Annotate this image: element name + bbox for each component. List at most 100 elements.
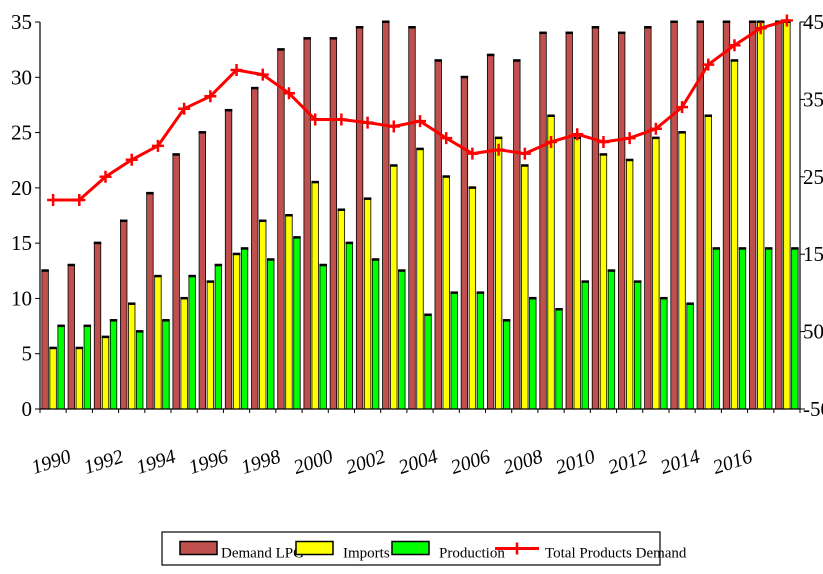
bar-demand-lpg <box>120 220 128 410</box>
y-left-tick-label: 0 <box>22 397 33 421</box>
bar-demand-lpg <box>93 242 102 410</box>
x-tick-label: 1990 <box>29 446 74 479</box>
bar-production <box>319 264 327 410</box>
bar-cap-imports <box>154 274 162 278</box>
bar-cap-production <box>555 307 563 311</box>
point-total-products-demand <box>728 39 741 52</box>
bar-cap-imports <box>756 20 765 23</box>
bar-cap-demand-lpg <box>224 108 233 112</box>
bar-cap-demand-lpg <box>251 86 259 90</box>
bar-cap-production <box>424 313 432 317</box>
bar-cap-imports <box>285 214 293 217</box>
bar-demand-lpg <box>775 21 783 410</box>
point-total-products-demand <box>178 102 191 115</box>
bar-production <box>83 325 91 410</box>
bar-cap-imports <box>678 131 686 134</box>
bar-cap-imports <box>390 164 398 167</box>
point-total-products-demand <box>571 128 584 141</box>
bar-cap-production <box>660 296 668 300</box>
bar-demand-lpg <box>670 21 678 410</box>
bar-cap-production <box>135 330 144 333</box>
y-left-tick-label: 5 <box>22 342 33 366</box>
bar-cap-demand-lpg <box>644 26 652 29</box>
bar-cap-demand-lpg <box>198 131 207 134</box>
legend-label: Total Products Demand <box>545 546 687 562</box>
x-tick-label: 2016 <box>710 446 755 479</box>
bar-demand-lpg <box>224 110 233 410</box>
bar-cap-demand-lpg <box>460 75 469 79</box>
bar-cap-demand-lpg <box>696 20 705 23</box>
bar-cap-production <box>712 247 721 250</box>
bar-cap-imports <box>416 147 424 151</box>
bar-imports <box>49 347 57 410</box>
bar-production <box>162 320 170 410</box>
bar-production <box>214 264 222 410</box>
bar-production <box>293 237 301 410</box>
y-left-tick-label: 25 <box>11 121 32 145</box>
bar-cap-demand-lpg <box>382 20 390 23</box>
bar-cap-production <box>450 291 458 294</box>
bar-cap-demand-lpg <box>513 59 521 62</box>
bar-imports <box>363 198 372 410</box>
bar-production <box>57 325 65 410</box>
bar-production <box>555 309 563 410</box>
bar-cap-production <box>293 236 301 239</box>
point-total-products-demand <box>649 122 662 135</box>
point-total-products-demand <box>361 116 374 129</box>
bar-cap-imports <box>101 335 110 339</box>
bar-cap-production <box>188 274 196 278</box>
y-left-tick-label: 35 <box>11 10 32 34</box>
bar-demand-lpg <box>460 76 469 410</box>
bar-cap-imports <box>259 219 267 223</box>
bar-cap-demand-lpg <box>539 31 547 35</box>
legend-swatch <box>179 540 218 556</box>
point-total-products-demand <box>73 194 86 207</box>
point-total-products-demand <box>256 68 269 81</box>
bar-cap-imports <box>625 158 634 162</box>
point-total-products-demand <box>492 143 505 156</box>
y-left-tick-label: 20 <box>11 176 32 200</box>
bar-imports <box>547 115 555 410</box>
bar-demand-lpg <box>722 21 731 410</box>
bar-cap-demand-lpg <box>748 20 757 23</box>
x-tick-label: 2002 <box>343 446 388 479</box>
point-total-products-demand <box>518 147 531 160</box>
bar-cap-production <box>240 247 249 250</box>
point-total-products-demand <box>754 22 767 35</box>
x-tick-label: 1992 <box>81 446 126 479</box>
x-tick-label: 1998 <box>238 446 283 479</box>
bar-production <box>765 248 773 410</box>
bar-production <box>267 259 275 410</box>
bar-demand-lpg <box>408 27 416 410</box>
bar-cap-production <box>529 296 537 300</box>
bar-imports <box>154 275 162 410</box>
y-right-tick-label: 150 <box>803 242 823 266</box>
x-tick-label: 1994 <box>134 446 179 479</box>
bar-cap-production <box>398 269 406 272</box>
point-total-products-demand <box>676 101 689 114</box>
bar-demand-lpg <box>172 154 180 410</box>
bar-demand-lpg <box>513 60 521 410</box>
bar-cap-production <box>83 324 92 328</box>
y-right-tick-label: 250 <box>803 165 823 189</box>
bar-cap-demand-lpg <box>355 26 364 29</box>
bar-cap-imports <box>494 136 503 140</box>
bar-production <box>476 292 485 410</box>
bar-cap-production <box>162 319 170 322</box>
bar-demand-lpg <box>329 38 338 410</box>
bar-imports <box>757 21 765 410</box>
bar-demand-lpg <box>146 192 154 410</box>
point-total-products-demand <box>230 63 243 76</box>
bar-demand-lpg <box>565 32 573 410</box>
bar-imports <box>206 281 214 410</box>
point-total-products-demand <box>702 58 715 71</box>
legend-label: Production <box>439 546 505 562</box>
bar-imports <box>468 187 477 410</box>
bar-cap-demand-lpg <box>119 219 128 223</box>
y-right-tick-label: 350 <box>803 87 823 111</box>
legend: Demand LPG Imports Production Total Product… <box>161 531 687 566</box>
bar-cap-imports <box>206 280 215 283</box>
bar-imports <box>678 132 686 410</box>
point-total-products-demand <box>335 113 348 126</box>
bar-imports <box>128 303 136 410</box>
